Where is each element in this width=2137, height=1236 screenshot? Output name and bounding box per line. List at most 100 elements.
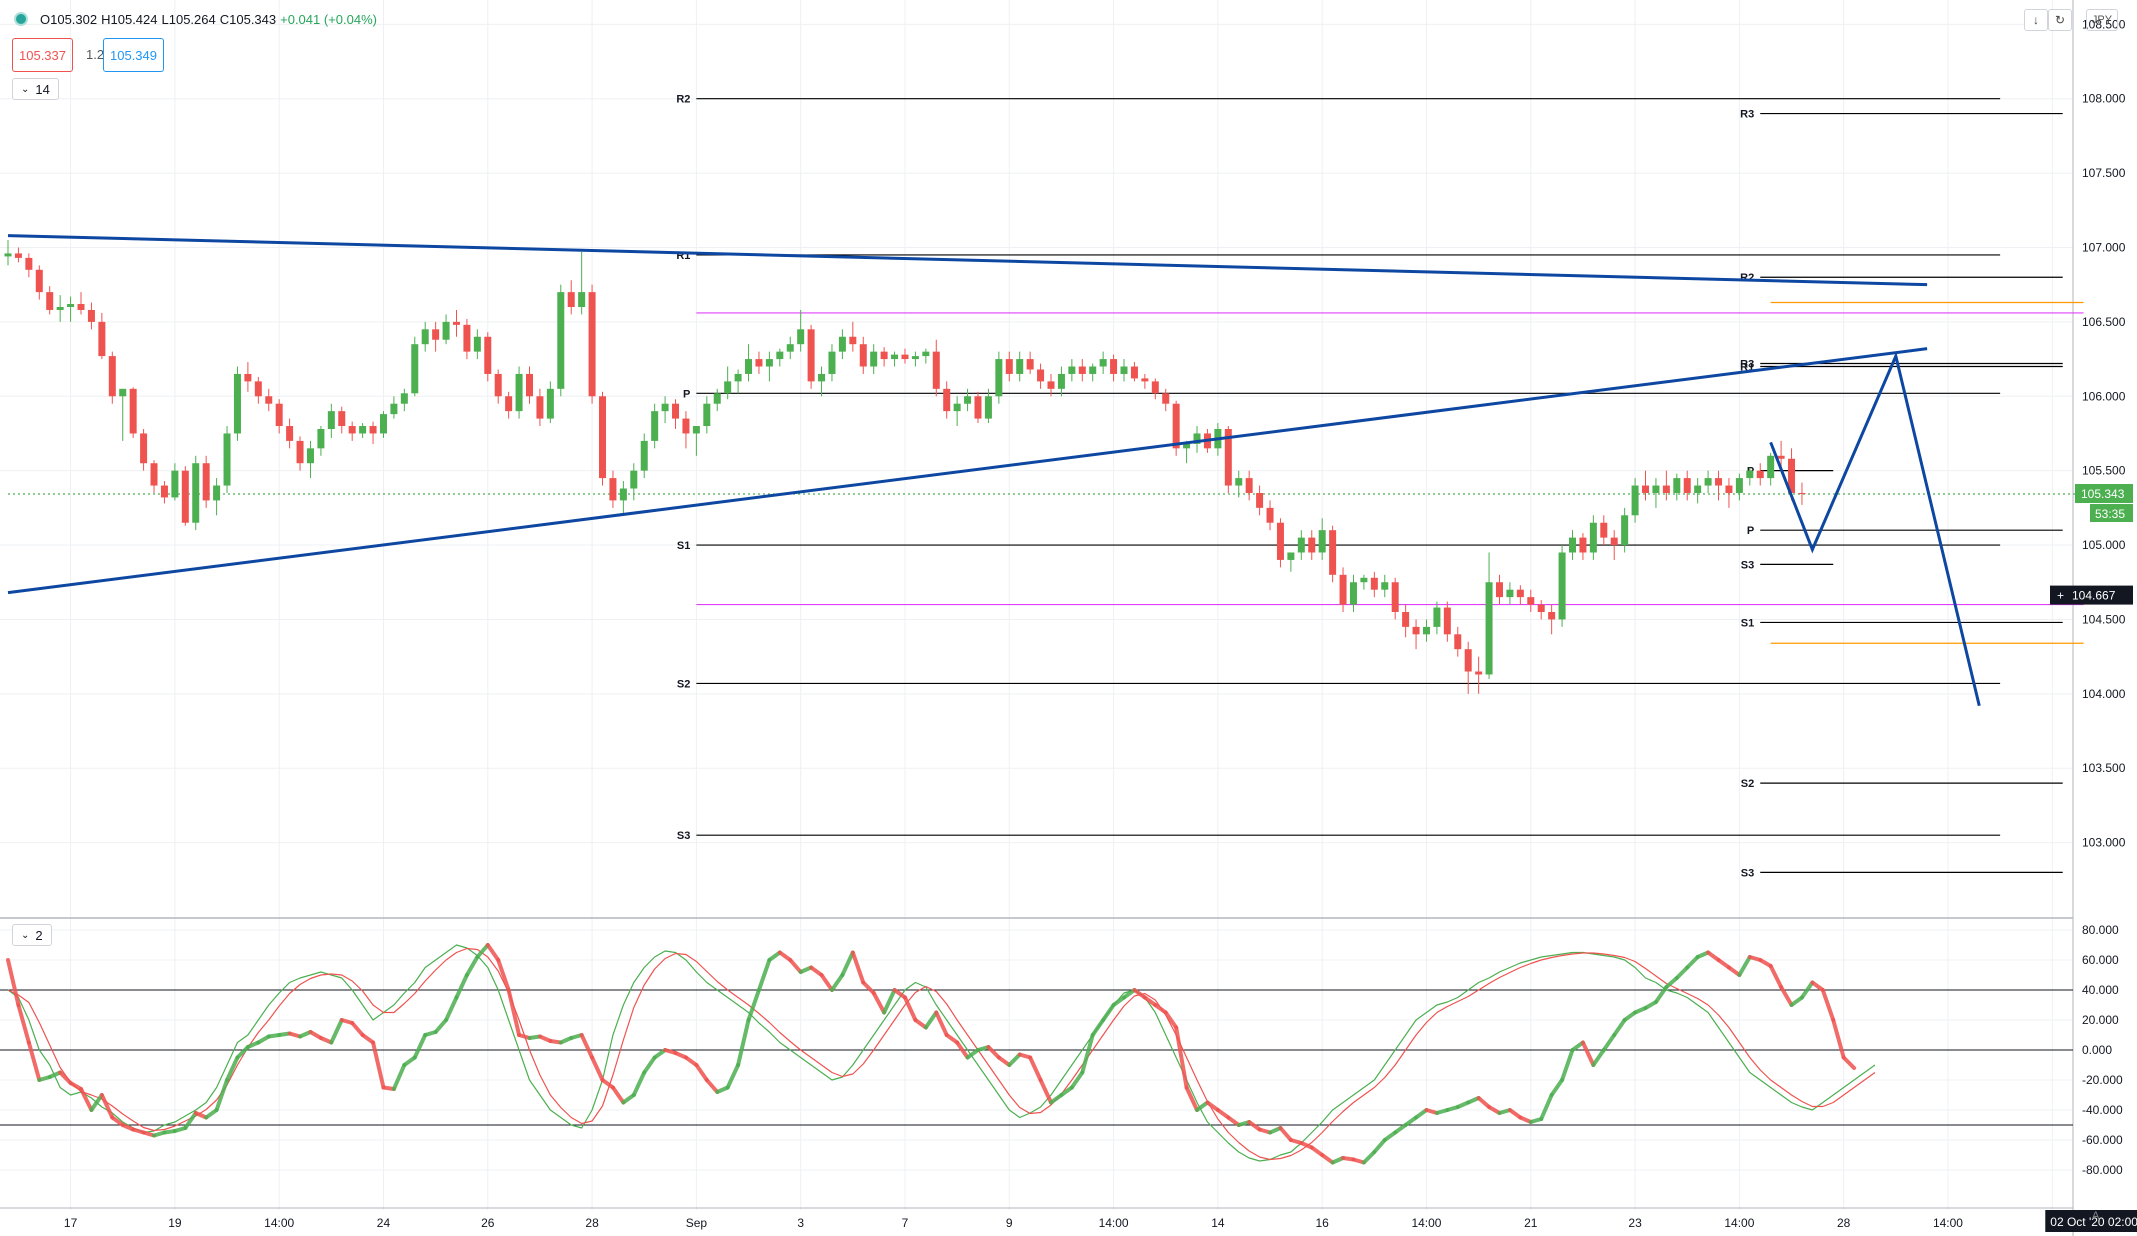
oscillator-main-line [1414,1108,1429,1120]
candle-body [1287,552,1295,560]
oscillator-main-line [1706,950,1721,962]
candle-body [724,381,732,394]
candle-body [25,257,33,270]
candle-body [160,485,168,498]
candle-body [1516,589,1524,598]
oscillator-main-line [1560,1048,1575,1082]
pivot-label: R2 [676,94,690,106]
candle-body [129,388,137,434]
oscillator-main-line [464,955,480,977]
candle-body [1485,582,1493,675]
oscillator-main-line [1174,1025,1189,1090]
candle-body [1642,485,1650,493]
cursor-price-badge [2050,585,2133,605]
oscillator-main-line [590,1055,605,1082]
candle-body [609,478,617,501]
oscillator-main-line [1570,1040,1585,1052]
time-axis-label: Sep [686,1216,708,1230]
candle-body [452,321,460,325]
auto-scale-button[interactable]: A [2092,1210,2100,1222]
oscillator-main-line [1601,1033,1617,1052]
candle-body [390,403,398,415]
candle-body [546,388,554,419]
time-axis-label: 16 [1316,1216,1330,1230]
candle-body [35,269,43,293]
oscillator-main-line [1653,985,1669,1004]
candle-body [1725,485,1733,493]
candles [4,240,1806,694]
oscillator-main-line [1393,1123,1408,1135]
buy-price-button[interactable]: 105.349 [103,38,164,72]
candle-body [306,448,314,464]
oscillator-main-line [308,1030,323,1040]
pivot-label: R3 [1740,359,1754,371]
oscillator-main-line [1612,1018,1627,1037]
oscillator-main-line [402,1055,417,1067]
candle-body [1266,507,1274,523]
oscillator-axis-label: -40.000 [2082,1103,2123,1117]
oscillator-main-line [256,1034,271,1045]
oscillator-main-line [1080,1033,1095,1075]
oscillator-main-line [89,1093,104,1112]
candle-body [1057,373,1065,389]
oscillator-main-line [683,1055,699,1067]
reset-chart-button[interactable]: ↻ [2048,9,2072,31]
candle-body [974,396,982,419]
time-cursor-label: 02 Oct '20 02:00 [2050,1215,2137,1229]
candle-body [1026,359,1034,370]
oscillator-main-line [1726,965,1742,977]
chevron-down-icon[interactable]: ⌄ [21,929,30,941]
oscillator-main-line [1643,1000,1658,1010]
time-axis-label: 28 [1837,1216,1851,1230]
candle-body [619,488,627,501]
candle-body [67,304,75,307]
candle-body [338,411,346,427]
candle-body [880,351,888,360]
pivot-label: S3 [677,830,690,842]
indicator-legend-main[interactable]: ⌄ 14 [12,78,59,100]
candle-body [682,418,690,434]
candle-body [672,403,680,419]
close-value: C105.343 [219,11,277,27]
candle-body [359,426,367,434]
oscillator-main-line [1226,1115,1241,1127]
time-axis-label: 28 [585,1216,599,1230]
oscillator-main-line [934,1010,949,1037]
oscillator-main-line [204,1108,219,1120]
oscillator-main-line [1685,955,1700,970]
chevron-down-icon[interactable]: ⌄ [21,83,30,95]
sell-price-button[interactable]: 105.337 [12,38,73,72]
scroll-to-end-button[interactable]: ↓ [2024,9,2048,31]
candle-body [379,414,387,434]
candle-body [1089,366,1097,374]
oscillator-axis-label: 20.000 [2082,1013,2119,1027]
oscillator-main-line [475,943,490,959]
candle-body [661,403,669,412]
currency-label[interactable]: JPY [2086,9,2118,31]
candle-body [1715,478,1723,486]
oscillator-main-line [704,1078,720,1094]
oscillator-main-line [1539,1093,1554,1121]
candle-body [1162,393,1170,404]
candle-body [1788,458,1796,493]
candle-body [4,253,12,257]
candle-body [1078,366,1086,374]
oscillator-main-line [1674,965,1690,980]
oscillator-main-line [1090,1018,1106,1037]
candle-body [1735,478,1743,493]
candle-body [1558,552,1566,620]
candle-body [1183,443,1191,449]
oscillator-main-line [767,950,782,962]
oscillator-main-line [788,958,803,974]
pivot-label: R2 [1740,272,1754,284]
indicator-param: 14 [35,81,50,97]
candle-body [765,359,773,367]
candle-body [734,373,742,382]
candle-body [838,336,846,352]
candle-body [1610,537,1618,546]
pivot-label: P [683,388,690,400]
oscillator-axis-label: -60.000 [2082,1133,2123,1147]
indicator-legend-oscillator[interactable]: ⌄ 2 [12,924,52,946]
